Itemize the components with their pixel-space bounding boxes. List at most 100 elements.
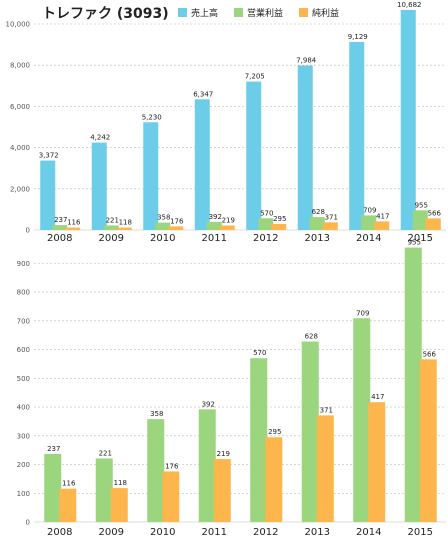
panel2-bar-operating-profit	[95, 458, 113, 522]
panel1-bar-revenue	[194, 99, 210, 230]
panel2-xtick-label: 2008	[47, 527, 72, 538]
panel2-data-label-net-profit: 176	[165, 462, 179, 470]
panel1-xtick-label: 2012	[253, 233, 278, 244]
panel2-bar-operating-profit	[301, 341, 319, 522]
panel2-ytick-label: 500	[17, 375, 30, 383]
panel2-data-label-net-profit: 417	[371, 393, 384, 401]
legend-item-operating: 営業利益	[234, 6, 283, 19]
panel1-bar-net-profit	[219, 225, 235, 230]
legend-item-revenue: 売上高	[178, 6, 218, 19]
panel2-data-label-net-profit: 295	[268, 428, 281, 436]
panel1-bar-revenue	[400, 9, 416, 230]
panel1-ytick-label: 0	[26, 227, 30, 235]
panel1-data-label-operating-profit: 628	[312, 208, 325, 216]
panel2-xtick-label: 2010	[150, 527, 175, 538]
legend-label-operating: 営業利益	[247, 9, 284, 19]
panel1-bar-net-profit	[65, 227, 81, 230]
panel1-bar-revenue	[40, 160, 56, 230]
panel1-bar-revenue	[297, 65, 313, 230]
panel1-data-label-net-profit: 295	[273, 215, 286, 223]
panel1-bar-net-profit	[374, 221, 390, 230]
panel2-data-label-net-profit: 118	[114, 479, 127, 487]
panel1-data-label-operating-profit: 358	[157, 214, 170, 222]
panel1-bar-revenue	[91, 142, 107, 230]
panel2-data-label-operating-profit: 358	[150, 410, 163, 418]
panel1-data-label-net-profit: 566	[428, 209, 442, 217]
panel2-data-label-operating-profit: 955	[408, 239, 421, 247]
legend-label-revenue: 売上高	[191, 9, 219, 19]
panel2-data-label-operating-profit: 570	[253, 349, 266, 357]
panel2-data-label-operating-profit: 709	[356, 309, 369, 317]
legend-label-net: 純利益	[312, 9, 340, 19]
panel2-bar-operating-profit	[44, 453, 62, 522]
panel1-xtick-label: 2014	[356, 233, 381, 244]
panel1-bar-operating-profit	[103, 225, 119, 230]
panel2-data-label-operating-profit: 628	[305, 333, 318, 341]
panel1-data-label-net-profit: 219	[222, 216, 235, 224]
panel1-data-label-revenue: 9,129	[348, 33, 368, 41]
panel2-ytick-label: 900	[17, 260, 30, 268]
panel2-xtick-label: 2013	[305, 527, 330, 538]
panel1-data-label-operating-profit: 570	[260, 209, 273, 217]
chart-title: トレファク (3093)	[42, 6, 169, 22]
panel2-bar-operating-profit	[353, 318, 371, 522]
panel2-bar-net-profit	[59, 488, 77, 522]
legend-swatch-revenue	[178, 8, 187, 17]
panel1-bar-operating-profit	[412, 210, 428, 230]
panel1-bar-net-profit	[116, 227, 132, 230]
panel1-data-label-net-profit: 118	[119, 219, 132, 227]
panel1-data-label-revenue: 4,242	[90, 134, 110, 142]
panel2-xtick-label: 2015	[408, 527, 433, 538]
panel1-ytick-label: 4,000	[10, 144, 30, 152]
panel1-data-label-revenue: 10,682	[397, 1, 422, 9]
panel1-data-label-revenue: 3,372	[39, 152, 59, 160]
panel2-data-label-operating-profit: 392	[202, 400, 215, 408]
panel1-ytick-label: 10,000	[6, 21, 31, 29]
panel2-xtick-label: 2014	[356, 527, 381, 538]
panel1-ytick-label: 2,000	[10, 185, 30, 193]
panel2-data-label-net-profit: 116	[62, 480, 76, 488]
panel1-bar-operating-profit	[258, 218, 274, 230]
panel1-data-label-revenue: 7,205	[245, 73, 265, 81]
panel1-xtick-label: 2009	[99, 233, 124, 244]
legend-item-net: 純利益	[299, 6, 339, 19]
panel2-ytick-label: 200	[17, 461, 30, 469]
panel2-ytick-label: 600	[17, 346, 30, 354]
panel1-ytick-label: 6,000	[10, 103, 30, 111]
panel1-data-label-operating-profit: 237	[54, 216, 67, 224]
panel2-bar-net-profit	[316, 415, 334, 522]
panel1-bar-operating-profit	[52, 225, 68, 230]
panel2-bar-net-profit	[110, 488, 128, 522]
panel2-ytick-label: 800	[17, 289, 30, 297]
panel1-data-label-operating-profit: 392	[209, 213, 222, 221]
panel1-bar-operating-profit	[361, 215, 377, 230]
panel1-bar-net-profit	[322, 222, 338, 230]
panel2-ytick-label: 300	[17, 432, 30, 440]
panel2-ytick-label: 0	[26, 519, 30, 527]
legend-swatch-net	[299, 8, 309, 17]
panel1-xtick-label: 2013	[305, 233, 330, 244]
panel1-data-label-net-profit: 176	[170, 217, 184, 225]
panel1-bar-operating-profit	[309, 217, 325, 230]
panel1-bar-revenue	[143, 122, 159, 230]
panel1-xtick-label: 2008	[47, 233, 72, 244]
panel2-bar-operating-profit	[198, 409, 216, 522]
panel2-data-label-operating-profit: 221	[99, 449, 112, 457]
panel1-data-label-revenue: 6,347	[193, 90, 213, 98]
panel2-bar-net-profit	[162, 471, 180, 522]
panel2-bar-net-profit	[213, 459, 231, 522]
panel1-bar-operating-profit	[155, 222, 171, 230]
panel2-xtick-label: 2012	[253, 527, 278, 538]
panel1-data-label-operating-profit: 709	[363, 206, 376, 214]
panel2-data-label-net-profit: 371	[320, 406, 333, 414]
panel1-data-label-operating-profit: 221	[106, 216, 119, 224]
panel2-ytick-label: 400	[17, 404, 30, 412]
panel2-bar-net-profit	[265, 437, 283, 522]
panel1-xtick-label: 2011	[202, 233, 227, 244]
panel1-xtick-label: 2015	[408, 233, 433, 244]
legend: 売上高 営業利益 純利益	[178, 6, 355, 19]
panel1-bar-net-profit	[425, 218, 441, 230]
panel1-data-label-revenue: 7,984	[296, 57, 317, 65]
panel2-bar-net-profit	[368, 402, 386, 522]
panel1-ytick-label: 8,000	[10, 62, 30, 70]
